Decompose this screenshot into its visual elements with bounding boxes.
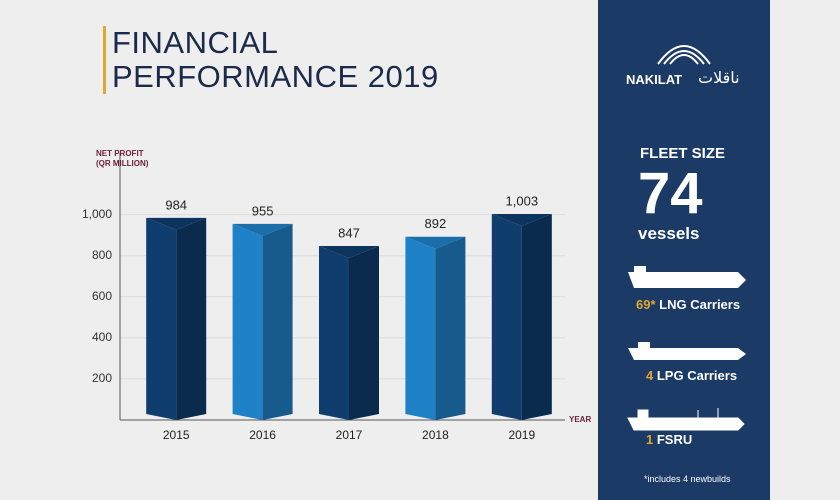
y-tick-label: 400: [92, 330, 112, 344]
y-tick-label: 800: [92, 248, 112, 262]
logo-mark: [657, 45, 711, 65]
bar: [405, 236, 436, 420]
item-count: 1: [646, 432, 654, 447]
sidebar-art: [627, 45, 746, 431]
value-label: 1,003: [506, 193, 539, 208]
bar-top: [232, 223, 293, 236]
bar: [319, 246, 349, 420]
value-label: 892: [425, 216, 447, 231]
y-tick-label: 200: [92, 371, 112, 385]
x-tick-label: 2017: [336, 428, 363, 442]
y-tick-label: 600: [92, 289, 112, 303]
y-axis-label: NET PROFIT (QR MILLION): [96, 149, 149, 168]
item-label: FSRU: [656, 432, 693, 447]
sidebar: NAKILAT ناقلات FLEET SIZE 74 vessels 69*…: [598, 0, 770, 500]
fleet-unit: vessels: [638, 224, 700, 243]
ship-icon: [627, 408, 745, 431]
bar-top: [146, 217, 207, 230]
bar-side: [521, 213, 552, 420]
fleet-heading: FLEET SIZE: [640, 145, 726, 162]
value-label: 955: [252, 203, 274, 218]
bar-top: [405, 236, 466, 249]
bar-side: [349, 246, 379, 420]
item-label: LNG Carriers: [659, 297, 741, 312]
bar: [146, 217, 177, 420]
item-label: LPG Carriers: [656, 368, 738, 383]
x-tick-label: 2016: [249, 428, 276, 442]
item-count: 4: [646, 368, 654, 383]
y-tick-label: 1,000: [82, 207, 112, 221]
footnote: *includes 4 newbuilds: [644, 474, 731, 484]
bar-side: [435, 236, 466, 420]
x-tick-label: 2018: [422, 428, 449, 442]
bar-side: [262, 223, 293, 420]
bar-top: [491, 213, 552, 226]
x-tick-label: 2019: [508, 428, 535, 442]
plot: 200 400 600 800 1,000 YEAR 2015 984 2016 955 2017 8…: [82, 153, 591, 442]
ship-icon: [628, 266, 746, 288]
fleet-item: 69* LNG Carriers: [636, 297, 740, 312]
value-label: 847: [338, 225, 360, 240]
bar: [491, 213, 522, 420]
fleet-item: 4 LPG Carriers: [646, 368, 737, 383]
value-label: 984: [165, 197, 187, 212]
bar: [232, 223, 263, 420]
x-tick-label: 2015: [163, 428, 190, 442]
fleet-item: 1 FSRU: [646, 432, 692, 447]
logo-name: NAKILAT: [626, 72, 683, 87]
logo-arabic: ناقلات: [698, 68, 740, 87]
chart-title: FINANCIAL PERFORMANCE 2019: [103, 26, 472, 94]
fleet-count: 74: [638, 161, 703, 226]
ship-icon: [628, 342, 746, 360]
x-axis-label: YEAR: [569, 415, 591, 424]
bar-top: [319, 246, 379, 259]
bar-side: [176, 217, 207, 420]
item-count: 69*: [636, 297, 656, 312]
